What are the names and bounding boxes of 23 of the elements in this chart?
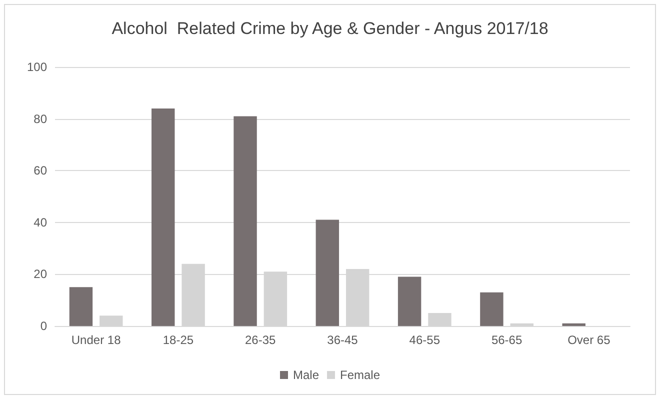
x-tick-label: 56-65 (491, 333, 522, 347)
bar (480, 292, 504, 326)
bar (398, 276, 422, 326)
x-tick-label: Under 18 (71, 333, 122, 347)
legend-label: Male (292, 368, 320, 382)
x-tick-label: 36-45 (327, 333, 358, 347)
bar (152, 108, 175, 326)
bar (562, 323, 586, 326)
x-tick-label: Over 65 (568, 333, 611, 347)
y-tick-label: 0 (40, 319, 48, 333)
chart-title: Alcohol Related Crime by Age & Gender - Angus 2017/18 (112, 19, 548, 38)
x-tick-label: 26-35 (245, 333, 276, 347)
y-tick-label: 60 (34, 164, 48, 178)
y-tick-label: 40 (34, 215, 48, 230)
y-tick-label: 80 (34, 112, 48, 126)
bar (316, 220, 340, 326)
x-tick-label: 18-25 (162, 333, 194, 347)
bar (234, 116, 257, 326)
y-tick-label: 20 (34, 267, 48, 282)
x-tick-label: 46-55 (409, 333, 440, 347)
y-tick-label: 100 (26, 60, 48, 74)
legend-label: Female (340, 368, 380, 382)
bar (69, 287, 93, 326)
